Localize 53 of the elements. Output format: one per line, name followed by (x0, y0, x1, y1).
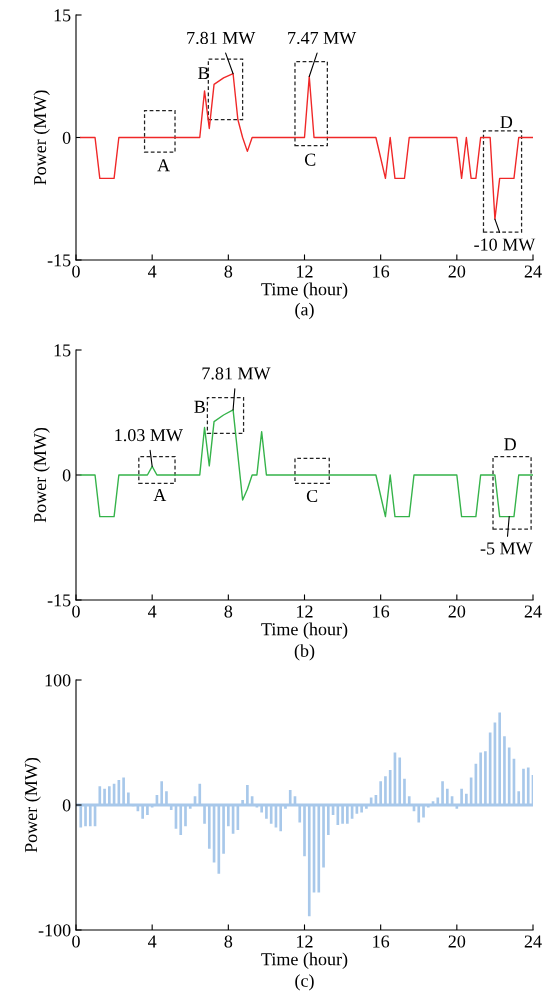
annotation: 7.81 MW (202, 367, 271, 380)
annotation: 7.81 MW (187, 31, 256, 45)
annotation: -10 MW (474, 238, 536, 251)
x-tick-label: 16 (373, 265, 390, 278)
x-tick-label: 0 (72, 265, 80, 278)
x-axis-title: Time (hour) (261, 622, 348, 639)
y-axis-title: Power (MW) (33, 427, 50, 523)
x-axis-title: Time (hour) (261, 282, 348, 299)
x-tick-label: 12 (297, 605, 313, 618)
annotation: D (500, 116, 513, 128)
y-tick-label: -15 (47, 594, 71, 607)
x-tick-label: 24 (524, 935, 542, 948)
y-tick-label: 100 (45, 674, 71, 687)
annotation: -5 MW (480, 542, 533, 555)
x-tick-label: 24 (524, 265, 542, 278)
annotation: 7.47 MW (288, 31, 357, 45)
annotation: 1.03 MW (115, 429, 183, 442)
annotation: C (304, 153, 316, 166)
x-tick-label: 8 (224, 605, 233, 618)
x-tick-label: 8 (224, 265, 233, 278)
x-tick-label: 8 (224, 935, 233, 948)
annotation: D (504, 438, 516, 451)
text: (c) (295, 974, 314, 991)
y-tick-label: 15 (54, 344, 71, 357)
y-tick-label: 0 (62, 131, 71, 144)
y-tick-label: -15 (47, 254, 71, 267)
annotation: A (157, 159, 170, 172)
x-tick-label: 12 (297, 935, 313, 948)
annotation: A (153, 489, 167, 502)
y-tick-label: -100 (38, 924, 71, 937)
text: (a) (295, 302, 314, 320)
x-tick-label: 16 (373, 605, 390, 618)
x-tick-label: 20 (448, 605, 466, 618)
x-tick-label: 20 (448, 265, 466, 278)
x-tick-label: 4 (148, 605, 157, 618)
x-tick-label: 20 (448, 935, 466, 948)
y-tick-label: 15 (54, 9, 71, 22)
annotation: C (306, 489, 318, 503)
x-tick-label: 4 (148, 935, 157, 948)
x-tick-label: 24 (524, 605, 542, 618)
annotation: B (194, 400, 205, 413)
text: (b) (294, 644, 315, 661)
y-axis-title: Power (MW) (24, 757, 41, 853)
y-axis-title: Power (MW) (33, 90, 50, 185)
x-tick-label: 4 (148, 265, 157, 278)
y-tick-label: 0 (62, 469, 71, 482)
y-tick-label: 0 (62, 799, 71, 812)
x-tick-label: 0 (72, 605, 80, 618)
x-tick-label: 0 (72, 935, 80, 948)
x-axis-title: Time (hour) (261, 952, 348, 969)
annotation: B (198, 67, 209, 80)
x-tick-label: 16 (373, 935, 390, 948)
x-tick-label: 12 (297, 265, 313, 278)
